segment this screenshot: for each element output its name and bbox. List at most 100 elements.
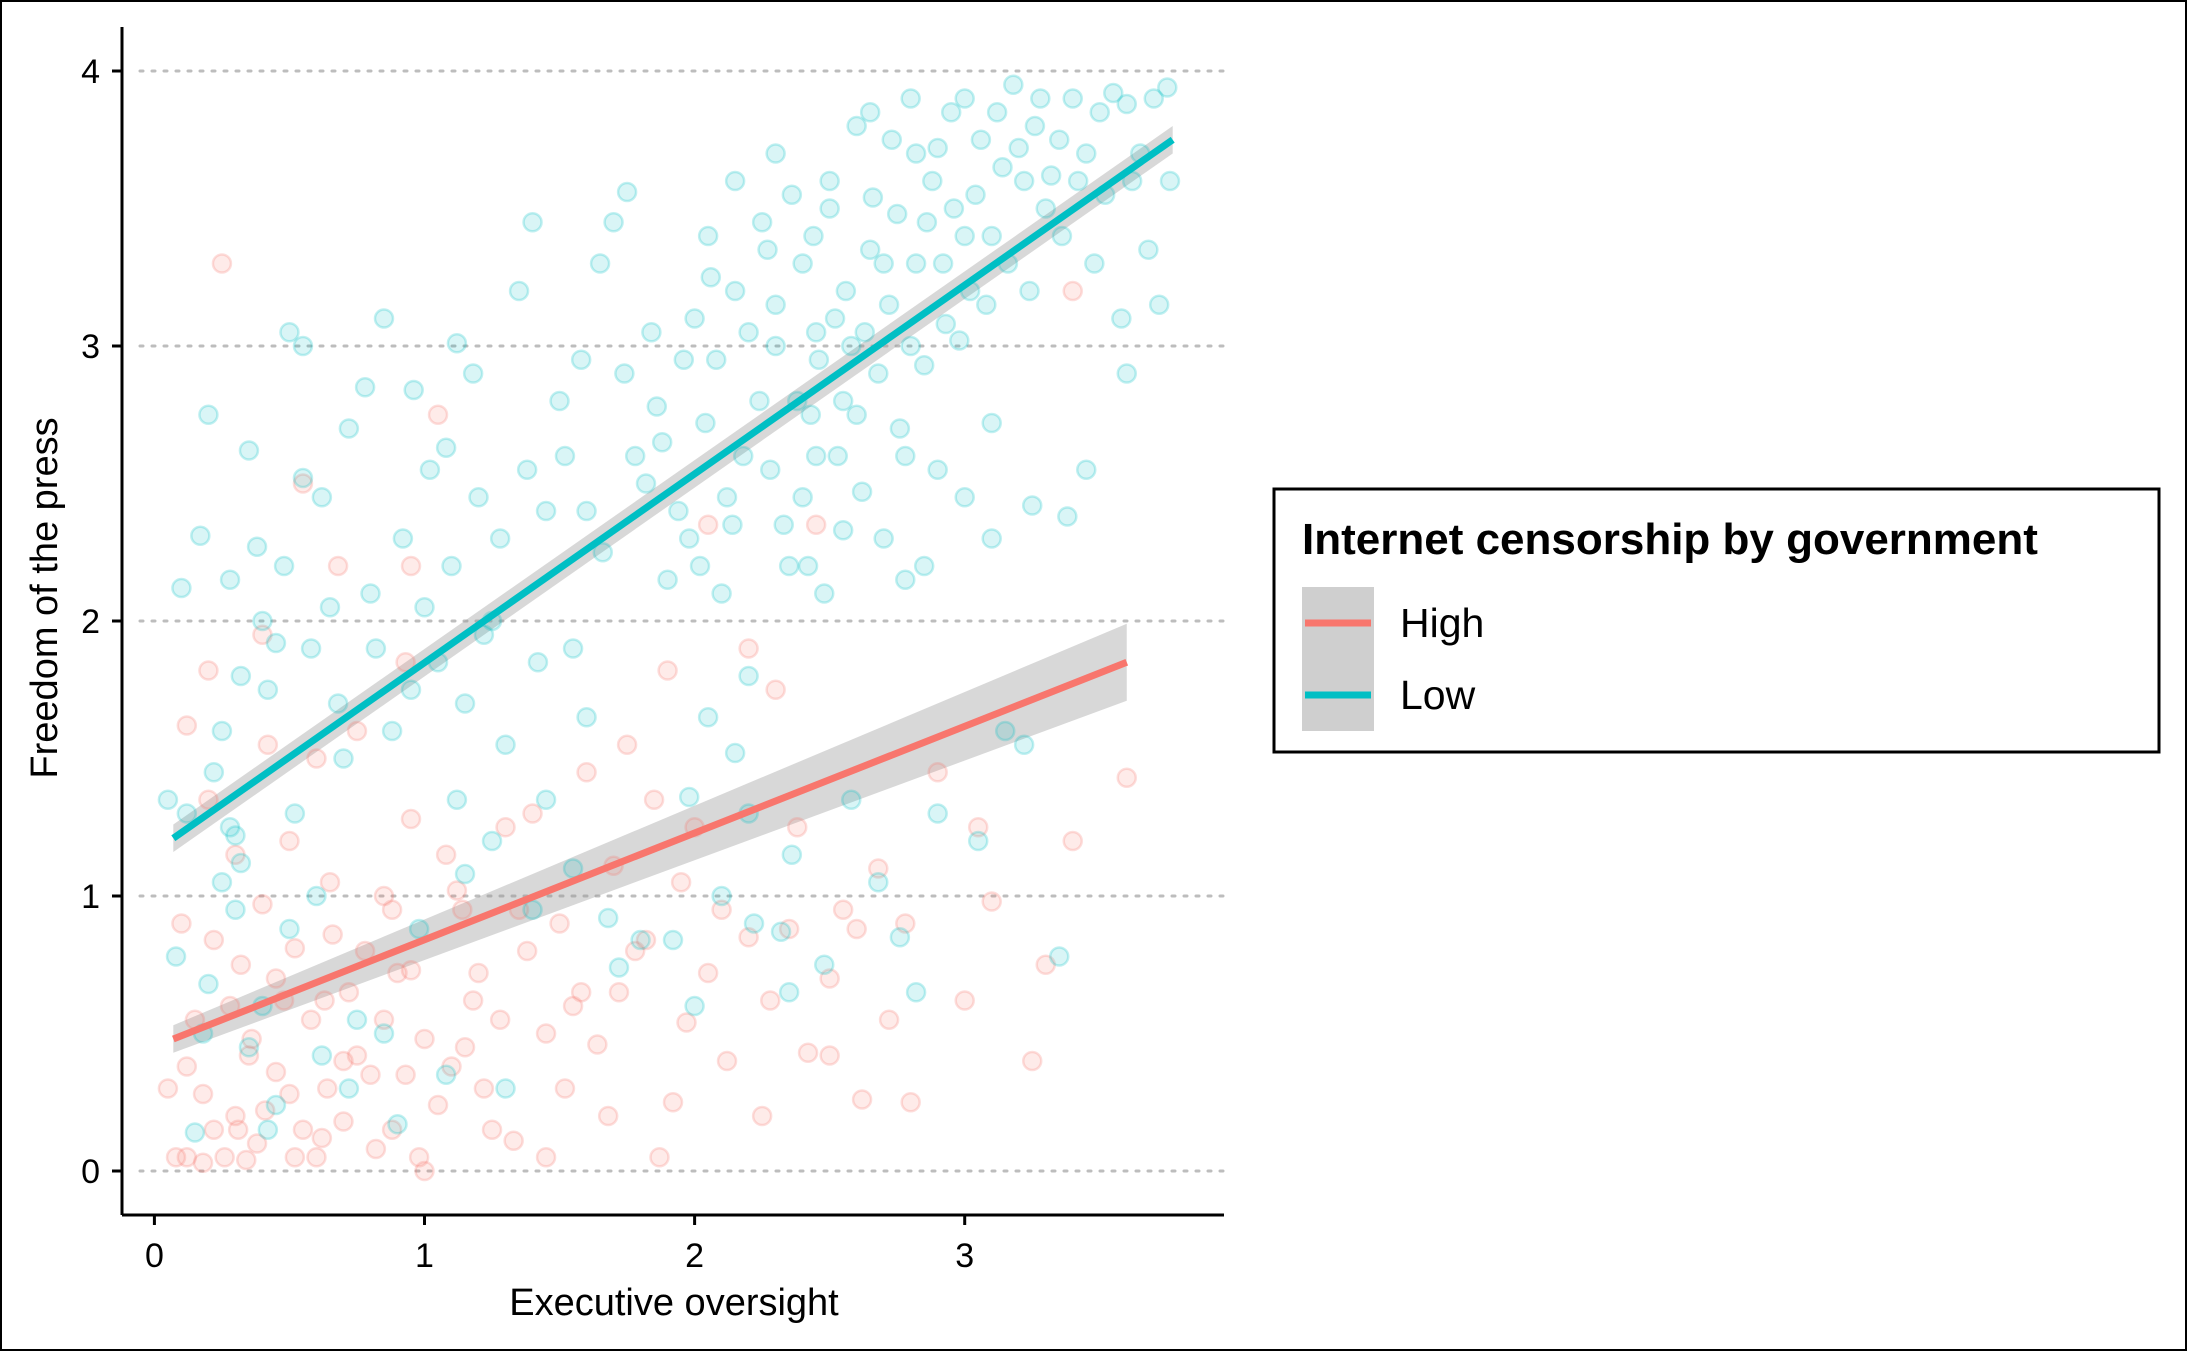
point-high [360,1064,381,1085]
point-low [738,665,759,687]
point-high [878,1009,900,1030]
point-low [1013,170,1035,192]
point-low [981,412,1002,434]
point-low [373,308,395,329]
point-low [641,322,662,343]
point-high [435,844,457,865]
point-low [895,445,916,467]
point-low [535,500,557,522]
trend-line-high [172,658,1129,1043]
point-high [786,817,808,838]
point-low [940,102,962,123]
point-low [819,198,840,219]
legend-box [1272,487,2161,754]
point-high [751,1105,773,1127]
point-high [427,404,449,425]
point-low [900,88,921,109]
point-high [387,962,408,984]
point-high [570,982,592,1003]
point-high [395,652,416,673]
point-high [711,899,732,920]
x-tick-label: 0 [145,1237,164,1275]
point-low [387,1114,408,1135]
point-low [1030,88,1051,109]
point-low [905,253,927,274]
point-high [587,1034,608,1055]
point-low [913,355,935,376]
point-low [873,528,894,549]
point-low [1116,363,1138,384]
y-tick-label: 3 [81,328,100,366]
point-low [1111,308,1132,329]
point-low [238,1037,260,1058]
point-low [230,665,252,687]
point-low [190,525,211,546]
point-high [697,514,719,535]
y-tick-label: 0 [81,1153,100,1191]
point-low [473,624,495,645]
point-low [230,852,252,874]
point-high [562,995,584,1017]
point-low [854,322,876,343]
point-low [913,555,935,577]
point-high [257,734,279,755]
point-high [333,1050,354,1072]
point-high [292,1119,314,1140]
point-high [279,830,300,852]
point-low [900,335,921,357]
point-high [171,913,192,934]
point-low [711,583,732,604]
point-low [765,143,786,164]
point-high [846,918,867,940]
point-low [300,638,322,659]
point-low [1159,170,1181,192]
point-low [824,308,846,329]
point-low [724,280,746,302]
point-low [814,583,835,604]
point-high [319,872,341,893]
tick-labels: 0 1 2 3 4 0 1 2 3 [81,53,974,1275]
point-low [576,500,597,522]
point-low [225,899,246,920]
point-low [819,170,840,192]
point-high [381,899,403,920]
point-high [284,938,306,959]
point-high [481,1119,503,1140]
point-low [284,803,306,824]
point-high [246,1133,268,1154]
point-low [1040,165,1062,186]
point-high [254,1100,276,1121]
point-low [738,322,759,343]
point-high [176,715,198,736]
point-high [608,982,630,1003]
point-low [800,404,821,425]
legend-items: High Low [1302,587,1484,731]
point-low [419,459,441,480]
point-low [797,555,819,577]
point-high [265,968,287,989]
point-low [176,803,198,824]
point-low [846,404,867,425]
point-low [1057,506,1078,527]
point-low [576,707,597,728]
point-high [516,940,538,962]
point-low [965,184,986,205]
point-high [676,1012,697,1033]
point-low [1143,88,1165,109]
point-low [279,322,300,343]
point-low [273,555,295,577]
point-low [319,597,341,618]
point-low [306,885,327,907]
point-low [454,863,476,885]
point-high [662,1092,684,1113]
point-high [1021,1050,1043,1072]
point-low [1148,294,1170,315]
point-low [157,789,179,810]
point-low [446,789,468,810]
point-low [781,184,803,205]
point-high [454,1037,476,1058]
point-low [678,786,700,808]
point-low [495,734,516,755]
point-low [773,514,794,535]
